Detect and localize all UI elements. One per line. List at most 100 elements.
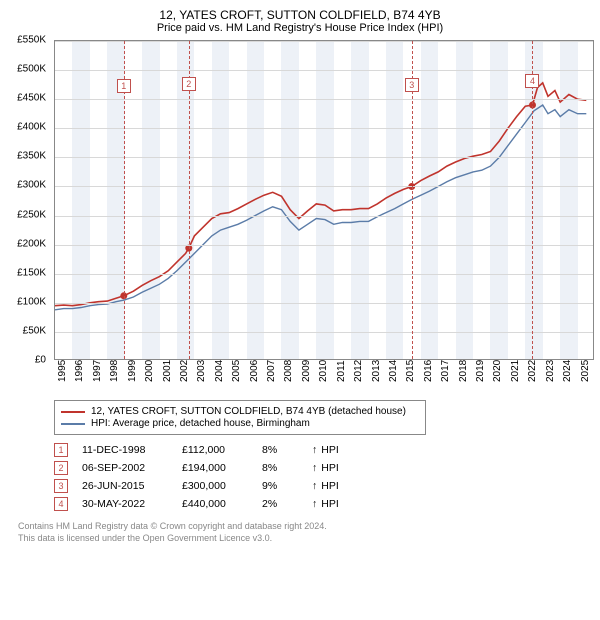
x-axis-label: 2012 <box>353 360 364 382</box>
gridline <box>55 303 593 304</box>
x-axis-label: 2004 <box>214 360 225 382</box>
x-axis-label: 2006 <box>249 360 260 382</box>
y-axis-label: £50K <box>23 325 46 336</box>
x-axis-labels: 1995 1996 1997 1998 1999 2000 2001 2002 2003 2004… <box>54 360 594 394</box>
gridline <box>55 245 593 246</box>
sale-pct: 2% <box>262 498 312 510</box>
sale-pct: 9% <box>262 480 312 492</box>
sale-id-box: 4 <box>54 497 68 511</box>
sale-arrow-icon: ↑ <box>312 444 317 456</box>
legend-label: HPI: Average price, detached house, Birm… <box>91 418 310 429</box>
gridline <box>55 274 593 275</box>
series-property <box>55 83 586 306</box>
table-row: 326-JUN-2015£300,0009%↑HPI <box>54 479 592 493</box>
x-axis-label: 2024 <box>562 360 573 382</box>
x-axis-label: 2023 <box>545 360 556 382</box>
sale-marker-box: 3 <box>405 78 419 92</box>
sale-price: £300,000 <box>182 480 262 492</box>
sale-marker-box: 1 <box>117 79 131 93</box>
y-axis-label: £200K <box>17 238 46 249</box>
sale-date: 26-JUN-2015 <box>82 480 182 492</box>
sale-id-box: 3 <box>54 479 68 493</box>
gridline <box>55 186 593 187</box>
y-axis-label: £300K <box>17 180 46 191</box>
sale-pct: 8% <box>262 444 312 456</box>
table-row: 1 11-DEC-1998£112,0008%↑ HPI <box>54 443 592 457</box>
x-axis-label: 1995 <box>57 360 68 382</box>
x-axis-label: 2016 <box>423 360 434 382</box>
sale-price: £440,000 <box>182 498 262 510</box>
x-axis-label: 2013 <box>371 360 382 382</box>
sale-marker-box: 2 <box>182 77 196 91</box>
sale-id-box: 2 <box>54 461 68 475</box>
y-axis-label: £0 <box>35 355 46 366</box>
footer-line2: This data is licensed under the Open Gov… <box>18 533 592 545</box>
x-axis-label: 2014 <box>388 360 399 382</box>
table-row: 4 30-MAY-2022£440,0002%↑ HPI <box>54 497 592 511</box>
sale-note: HPI <box>321 498 339 510</box>
x-axis-label: 1996 <box>74 360 85 382</box>
x-axis-label: 2021 <box>510 360 521 382</box>
x-axis-label: 1997 <box>92 360 103 382</box>
sale-price: £194,000 <box>182 462 262 474</box>
footer-line1: Contains HM Land Registry data © Crown c… <box>18 521 592 533</box>
series-hpi <box>55 105 586 310</box>
sale-marker-line <box>532 41 533 359</box>
x-axis-label: 2015 <box>405 360 416 382</box>
legend-label: 12, YATES CROFT, SUTTON COLDFIELD, B74 4… <box>91 406 406 417</box>
sale-marker-box: 4 <box>525 74 539 88</box>
legend-swatch <box>61 423 85 425</box>
gridline <box>55 332 593 333</box>
sale-arrow-icon: ↑ <box>312 462 317 474</box>
y-axis-label: £350K <box>17 151 46 162</box>
y-axis-label: £150K <box>17 267 46 278</box>
x-axis-label: 2025 <box>580 360 591 382</box>
x-axis-label: 1999 <box>127 360 138 382</box>
sale-note: HPI <box>321 444 339 456</box>
x-axis-label: 2002 <box>179 360 190 382</box>
x-axis-label: 2008 <box>283 360 294 382</box>
x-axis-label: 2000 <box>144 360 155 382</box>
chart-area: 1 2 3 4 1995 1996 1997 1998 1999 2000 2001 2002 200… <box>8 40 592 394</box>
table-row: 206-SEP-2002£194,0008%↑HPI <box>54 461 592 475</box>
x-axis-label: 2022 <box>527 360 538 382</box>
gridline <box>55 128 593 129</box>
sale-id-box: 1 <box>54 443 68 457</box>
x-axis-label: 2003 <box>196 360 207 382</box>
y-axis-label: £450K <box>17 93 46 104</box>
y-axis-label: £100K <box>17 296 46 307</box>
x-axis-label: 2017 <box>440 360 451 382</box>
chart-title-line2: Price paid vs. HM Land Registry's House … <box>8 22 592 34</box>
legend-swatch <box>61 411 85 413</box>
x-axis-label: 2007 <box>266 360 277 382</box>
chart-title-line1: 12, YATES CROFT, SUTTON COLDFIELD, B74 4… <box>8 8 592 22</box>
sale-pct: 8% <box>262 462 312 474</box>
y-axis-label: £250K <box>17 209 46 220</box>
gridline <box>55 70 593 71</box>
sales-table: 111-DEC-1998£112,0008%↑HPI206-SEP-2002£1… <box>54 443 592 511</box>
x-axis-label: 2010 <box>318 360 329 382</box>
legend: 12, YATES CROFT, SUTTON COLDFIELD, B74 4… <box>54 400 426 435</box>
chart-plot: 1 2 3 4 <box>54 40 594 360</box>
x-axis-label: 2001 <box>162 360 173 382</box>
sale-arrow-icon: ↑ <box>312 498 317 510</box>
y-axis-label: £550K <box>17 35 46 46</box>
chart-svg <box>55 41 595 361</box>
sale-note: HPI <box>321 462 339 474</box>
sale-date: 30-MAY-2022 <box>82 498 182 510</box>
sale-arrow-icon: ↑ <box>312 480 317 492</box>
sale-price: £112,000 <box>182 444 262 456</box>
gridline <box>55 99 593 100</box>
x-axis-label: 2005 <box>231 360 242 382</box>
x-axis-label: 2019 <box>475 360 486 382</box>
x-axis-label: 1998 <box>109 360 120 382</box>
legend-item: 12, YATES CROFT, SUTTON COLDFIELD, B74 4… <box>61 406 419 417</box>
x-axis-label: 2020 <box>492 360 503 382</box>
legend-item: HPI: Average price, detached house, Birm… <box>61 418 419 429</box>
gridline <box>55 157 593 158</box>
sale-date: 11-DEC-1998 <box>82 444 182 456</box>
gridline <box>55 216 593 217</box>
x-axis-label: 2018 <box>458 360 469 382</box>
gridline <box>55 41 593 42</box>
y-axis-label: £500K <box>17 64 46 75</box>
